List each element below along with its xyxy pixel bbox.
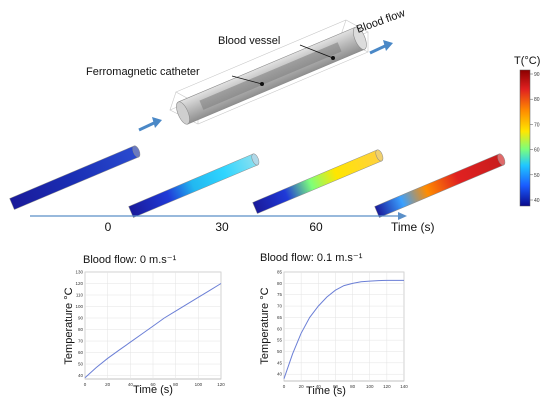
chart2-series-line: [283, 279, 404, 379]
chart2-title: Blood flow: 0.1 m.s⁻¹: [260, 252, 363, 264]
time-tick-60: 60: [309, 220, 323, 234]
chart2-ytick-label: 45: [277, 360, 283, 365]
chart1-ytick-label: 110: [76, 293, 84, 298]
chart2-xtick-label: 0: [283, 384, 286, 389]
time-tick-0: 0: [105, 220, 112, 234]
chart2-ytick-label: 65: [277, 315, 283, 320]
chart2-ytick-label: 60: [277, 326, 283, 331]
chart1-xtick-label: 120: [217, 382, 225, 387]
rod-t60: [252, 149, 384, 214]
vessel-3d-view: [169, 19, 369, 125]
colorbar-tick-label: 60: [534, 148, 540, 154]
flow-arrow-in-icon: [138, 117, 162, 132]
chart1-series-line: [84, 283, 222, 379]
chart2-xtick-label: 60: [333, 384, 339, 389]
rod-t30: [128, 153, 260, 218]
blood-vessel-label: Blood vessel: [218, 35, 280, 47]
chart2-xtick-label: 20: [299, 384, 305, 389]
chart2-ytick-label: 80: [277, 281, 283, 286]
chart1-xtick-label: 20: [105, 382, 111, 387]
chart2-ytick-label: 85: [277, 270, 283, 275]
chart2-ytick-label: 40: [277, 372, 283, 377]
chart2-xtick-label: 100: [366, 384, 374, 389]
colorbar: [519, 69, 531, 207]
chart2-ytick-label: 55: [277, 338, 283, 343]
chart2-ytick-label: 70: [277, 304, 283, 309]
ferromagnetic-catheter-label: Ferromagnetic catheter: [86, 66, 200, 78]
chart1-xtick-label: 80: [173, 382, 179, 387]
blood-flow-label: Blood flow: [355, 7, 407, 36]
chart1-ytick-label: 100: [75, 304, 83, 309]
colorbar-tick-label: 40: [534, 198, 540, 204]
colorbar-tick-label: 50: [534, 173, 540, 179]
chart2-xtick-label: 140: [400, 384, 408, 389]
chart1-ylabel: Temperature °C: [63, 287, 75, 364]
chart2-xtick-label: 80: [350, 384, 356, 389]
chart1-title: Blood flow: 0 m.s⁻¹: [83, 254, 177, 266]
chart1-ytick-label: 40: [78, 373, 84, 378]
chart2: 0 20 40 60 80 100 120 140 40 45 50 55 60 65 70 75 80 85: [277, 270, 408, 390]
rod-t0: [9, 145, 141, 210]
chart1-ytick-label: 50: [78, 362, 84, 367]
colorbar-ticks: 90 80 70 60 50 40: [530, 72, 540, 204]
chart1-ytick-label: 130: [75, 270, 83, 275]
chart1: 0 20 40 60 80 100 120 40 50 60 70 80 90 100 110 120 130: [75, 270, 225, 388]
flow-arrow-out-icon: [369, 40, 393, 55]
chart2-ylabel: Temperature °C: [259, 287, 271, 364]
chart1-xtick-label: 0: [84, 382, 87, 387]
chart1-ytick-label: 90: [78, 316, 84, 321]
colorbar-tick-label: 90: [534, 72, 540, 78]
colorbar-tick-label: 80: [534, 97, 540, 103]
colorbar-title: T(°C): [514, 55, 540, 67]
chart1-xtick-label: 40: [128, 382, 134, 387]
chart1-ytick-label: 70: [78, 339, 84, 344]
chart2-xtick-label: 40: [316, 384, 322, 389]
chart1-xlabel: Time (s): [133, 384, 173, 396]
chart1-ytick-label: 60: [78, 350, 84, 355]
time-axis-label: Time (s): [391, 220, 435, 234]
chart1-xtick-label: 100: [195, 382, 203, 387]
chart2-xlabel: Time (s): [306, 385, 346, 397]
colorbar-tick-label: 70: [534, 122, 540, 128]
time-axis: [30, 212, 407, 220]
rod-t90: [374, 153, 506, 218]
catheter-leader-line: [231, 75, 263, 85]
chart2-ytick-label: 75: [277, 292, 283, 297]
chart2-xtick-label: 120: [383, 384, 391, 389]
chart2-plot-area: [283, 271, 405, 382]
chart1-xtick-label: 60: [150, 382, 156, 387]
time-tick-30: 30: [215, 220, 229, 234]
chart1-ytick-label: 120: [75, 281, 83, 286]
vessel-leader-line: [299, 44, 334, 59]
chart1-ytick-label: 80: [78, 327, 84, 332]
chart2-ytick-label: 50: [277, 349, 283, 354]
